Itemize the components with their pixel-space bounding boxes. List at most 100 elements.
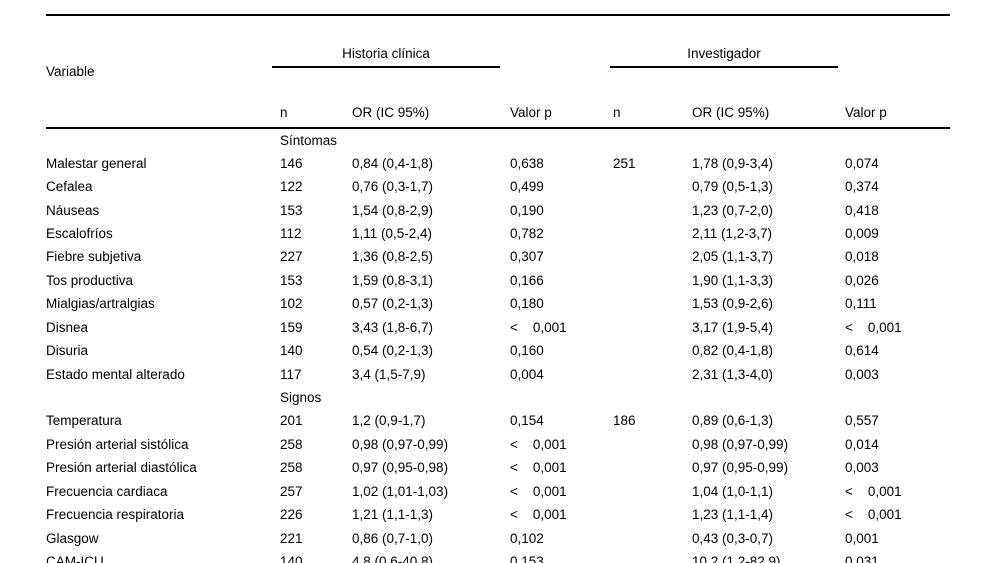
cell-inv-n	[613, 339, 692, 362]
cell-inv-n	[613, 362, 692, 385]
section-label: Signos	[280, 390, 322, 406]
cell-hc-or: 1,21 (1,1-1,3)	[352, 507, 434, 523]
cell-inv-n	[613, 480, 692, 503]
cell-hc-p: < 0,001	[510, 319, 567, 335]
cell-hc-or: 1,59 (0,8-3,1)	[352, 272, 434, 288]
cell-variable: CAM-ICU	[46, 554, 104, 563]
table-row: Presión arterial diastólica 258 0,97 (0,95…	[46, 456, 950, 479]
cell-hc-n: 140	[280, 554, 303, 563]
cell-variable: Escalofríos	[46, 225, 113, 241]
cell-hc-p: 0,102	[510, 530, 544, 546]
cell-hc-p: 0,307	[510, 249, 544, 265]
cell-inv-p: < 0,001	[845, 483, 902, 499]
cell-hc-n: 201	[280, 413, 303, 429]
cell-variable: Frecuencia respiratoria	[46, 507, 185, 523]
cell-inv-or: 1,23 (1,1-1,4)	[692, 507, 774, 523]
cell-inv-n: 186	[613, 413, 636, 429]
column-header-inv-or: OR (IC 95%)	[692, 98, 846, 129]
cell-hc-n: 221	[280, 530, 303, 546]
group-header-historia-clinica: Historia clínica	[272, 15, 510, 98]
cell-hc-n: 227	[280, 249, 303, 265]
cell-hc-or: 1,02 (1,01-1,03)	[352, 483, 449, 499]
cell-inv-p: < 0,001	[845, 507, 902, 523]
group-header-investigador: Investigador	[610, 15, 845, 98]
cell-inv-or: 10,2 (1,2-82,9)	[692, 554, 781, 563]
cell-hc-n: 102	[280, 296, 303, 312]
cell-variable: Tos productiva	[46, 272, 134, 288]
cell-hc-n: 122	[280, 179, 303, 195]
cell-inv-or: 1,53 (0,9-2,6)	[692, 296, 774, 312]
cell-hc-n: 117	[280, 366, 302, 382]
cell-inv-or: 0,43 (0,3-0,7)	[692, 530, 774, 546]
cell-variable: Temperatura	[46, 413, 122, 429]
cell-inv-or: 0,98 (0,97-0,99)	[692, 436, 789, 452]
cell-inv-p: 0,003	[845, 460, 879, 476]
cell-inv-or: 1,78 (0,9-3,4)	[692, 155, 774, 171]
group-header-investigador-label: Investigador	[610, 46, 839, 68]
column-header-inv-n: n	[613, 98, 692, 129]
cell-hc-or: 0,76 (0,3-1,7)	[352, 179, 434, 195]
column-header-hc-n: n	[280, 98, 352, 129]
table-header: Variable Historia clínica Investigador n…	[46, 15, 951, 129]
cell-hc-n: 112	[280, 225, 302, 241]
or-comparison-table: Variable Historia clínica Investigador n…	[46, 14, 951, 563]
cell-variable: Cefalea	[46, 179, 93, 195]
table-row: Náuseas 153 1,54 (0,8-2,9) 0,190 1,23 (0,7-2…	[46, 198, 950, 221]
cell-hc-n: 226	[280, 507, 303, 523]
cell-hc-p: < 0,001	[510, 436, 567, 452]
cell-inv-or: 0,82 (0,4-1,8)	[692, 343, 774, 359]
column-header-inv-valor-p: Valor p	[845, 98, 951, 129]
cell-inv-p: 0,418	[845, 202, 879, 218]
cell-hc-p: < 0,001	[510, 483, 567, 499]
cell-inv-p: 0,614	[845, 343, 879, 359]
cell-hc-p: 0,153	[510, 554, 544, 563]
cell-inv-p: 0,031	[845, 554, 879, 563]
cell-hc-or: 0,97 (0,95-0,98)	[352, 460, 449, 476]
cell-hc-or: 1,36 (0,8-2,5)	[352, 249, 434, 265]
cell-inv-n	[613, 269, 692, 292]
cell-inv-n	[613, 503, 692, 526]
cell-hc-p: 0,166	[510, 272, 544, 288]
cell-variable: Malestar general	[46, 155, 147, 171]
table-row: Tos productiva 153 1,59 (0,8-3,1) 0,166 1,90…	[46, 269, 950, 292]
cell-inv-p: 0,014	[845, 436, 879, 452]
cell-inv-or: 0,97 (0,95-0,99)	[692, 460, 789, 476]
cell-variable: Náuseas	[46, 202, 100, 218]
cell-hc-n: 153	[280, 202, 303, 218]
cell-inv-p: 0,018	[845, 249, 879, 265]
group-header-row: Variable Historia clínica Investigador	[46, 15, 950, 129]
cell-inv-or: 3,17 (1,9-5,4)	[692, 319, 774, 335]
cell-inv-p: 0,009	[845, 225, 879, 241]
cell-hc-p: 0,004	[510, 366, 544, 382]
cell-hc-n: 257	[280, 483, 303, 499]
section-row: Síntomas	[46, 128, 950, 151]
cell-variable: Presión arterial sistólica	[46, 436, 189, 452]
section-row: Signos	[46, 386, 950, 409]
cell-hc-or: 1,54 (0,8-2,9)	[352, 202, 434, 218]
cell-variable: Disuria	[46, 343, 89, 359]
cell-variable: Glasgow	[46, 530, 99, 546]
cell-hc-p: 0,180	[510, 296, 544, 312]
table-row: Glasgow 221 0,86 (0,7-1,0) 0,102 0,43 (0,3-0…	[46, 526, 950, 549]
cell-inv-p: < 0,001	[845, 319, 902, 335]
table-body: Síntomas Malestar general 146 0,84 (0,4-1,8…	[46, 128, 950, 563]
cell-inv-n	[613, 316, 692, 339]
cell-hc-n: 258	[280, 436, 303, 452]
cell-inv-or: 2,05 (1,1-3,7)	[692, 249, 774, 265]
cell-hc-n: 146	[280, 155, 303, 171]
cell-inv-n	[613, 175, 692, 198]
cell-inv-p: 0,074	[845, 155, 879, 171]
cell-inv-p: 0,026	[845, 272, 879, 288]
cell-inv-or: 1,90 (1,1-3,3)	[692, 272, 774, 288]
cell-hc-or: 3,4 (1,5-7,9)	[352, 366, 426, 382]
table-row: Disnea 159 3,43 (1,8-6,7) < 0,001 3,17 (1,9-…	[46, 316, 950, 339]
cell-hc-or: 4,8 (0,6-40,8)	[352, 554, 434, 563]
cell-hc-or: 1,2 (0,9-1,7)	[352, 413, 426, 429]
section-spacer	[46, 386, 280, 409]
cell-hc-p: 0,160	[510, 343, 544, 359]
cell-inv-or: 2,31 (1,3-4,0)	[692, 366, 774, 382]
table-row: Fiebre subjetiva 227 1,36 (0,8-2,5) 0,307 2,…	[46, 245, 950, 268]
cell-variable: Disnea	[46, 319, 89, 335]
cell-hc-or: 0,54 (0,2-1,3)	[352, 343, 434, 359]
